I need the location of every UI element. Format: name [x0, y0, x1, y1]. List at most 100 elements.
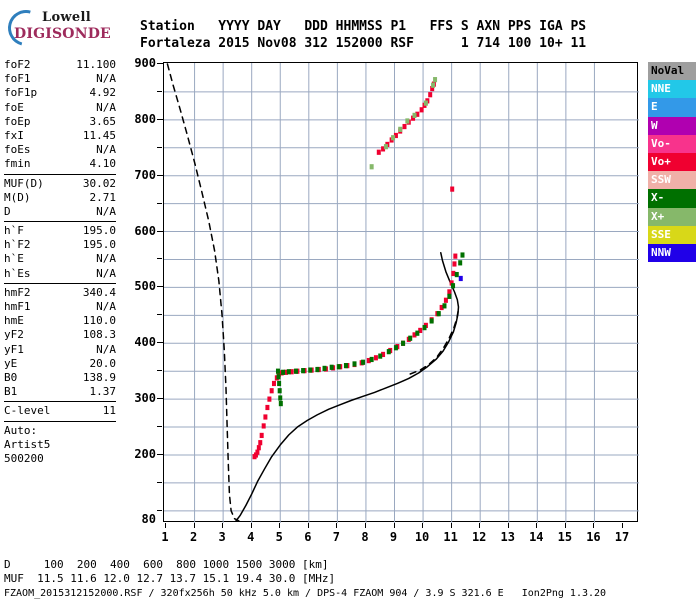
y-tick-mark — [157, 63, 164, 64]
param-row: M(D) 2.71 — [4, 191, 116, 205]
x-tick-mark — [622, 523, 623, 528]
y-tick-mark — [157, 258, 162, 260]
param-value: 110.0 — [82, 314, 116, 328]
legend-item-sse[interactable]: SSE — [648, 225, 696, 244]
x-tick-mark — [222, 523, 224, 528]
param-key: B1 — [4, 385, 18, 399]
param-row: foF1 N/A — [4, 72, 116, 86]
param-key: h`F — [4, 224, 24, 238]
x-tick-label: 16 — [586, 530, 601, 544]
y-tick-label: 600 — [134, 223, 156, 238]
station-header-values: Fortaleza 2015 Nov08 312 152000 RSF 1 71… — [140, 36, 587, 51]
param-row: MUF(D) 30.02 — [4, 177, 116, 191]
param-key: C-level — [4, 404, 51, 418]
param-divider — [4, 221, 116, 223]
y-tick-mark — [157, 426, 162, 428]
y-tick-mark — [157, 118, 164, 120]
x-tick-label: 11 — [443, 530, 458, 544]
param-value: N/A — [96, 252, 116, 266]
legend-item-nne[interactable]: NNE — [648, 80, 696, 99]
param-value: 2.71 — [89, 190, 117, 204]
param-value: 11 — [102, 404, 116, 418]
curve-e-region-extension-dashed-black- — [166, 63, 240, 522]
x-tick-mark — [193, 523, 195, 528]
param-value: N/A — [96, 266, 116, 280]
y-tick-mark — [157, 90, 162, 92]
ionogram-plot[interactable] — [163, 62, 639, 523]
auto-line: 500200 — [4, 451, 44, 465]
series-x-trace-x- — [275, 252, 465, 407]
legend-item-x-[interactable]: X- — [648, 189, 696, 208]
param-row: yE 20.0 — [4, 357, 116, 371]
param-row: yF2 108.3 — [4, 328, 116, 342]
param-row: yF1 N/A — [4, 343, 116, 357]
param-value: 4.92 — [89, 86, 117, 100]
y-tick-mark — [157, 453, 164, 455]
y-tick-label: 900 — [134, 56, 156, 70]
param-key: fxI — [4, 128, 24, 142]
x-tick-mark — [250, 523, 252, 528]
param-divider — [4, 401, 116, 403]
param-row: foF1p 4.92 — [4, 86, 116, 100]
legend-item-noval[interactable]: NoVal — [648, 62, 696, 81]
param-key: hmF1 — [4, 300, 31, 313]
logo-lowell-text: Lowell — [42, 10, 91, 25]
y-tick-label: 700 — [134, 167, 156, 182]
param-row: hmF1 N/A — [4, 300, 116, 314]
param-row: h`F 195.0 — [4, 224, 116, 238]
footer-block: D 100 200 400 600 800 1000 1500 3000 [km… — [4, 558, 606, 601]
y-tick-label: 800 — [134, 111, 156, 126]
legend-item-ssw[interactable]: SSW — [648, 171, 696, 190]
y-tick-mark — [157, 146, 162, 148]
param-row: hmF2 340.4 — [4, 286, 116, 300]
x-tick-label: 12 — [471, 530, 487, 544]
x-tick-label: 3 — [218, 530, 226, 544]
param-value: 20.0 — [89, 356, 117, 370]
x-tick-label: 15 — [557, 530, 573, 544]
param-value: N/A — [96, 342, 116, 356]
station-header: Station YYYY DAY DDD HHMMSS P1 FFS S AXN… — [140, 18, 586, 52]
param-key: foF1p — [4, 86, 38, 100]
legend-item-nnw[interactable]: NNW — [648, 243, 696, 263]
param-value: 195.0 — [82, 224, 116, 238]
footer-muf-row: MUF 11.5 11.6 12.0 12.7 13.7 15.1 19.4 3… — [4, 572, 336, 585]
legend-item-w[interactable]: W — [648, 116, 696, 135]
x-tick-label: 2 — [189, 530, 198, 544]
x-tick-mark — [564, 523, 566, 528]
y-tick-mark — [157, 202, 162, 204]
param-key: fmin — [4, 157, 31, 171]
param-key: h`Es — [4, 266, 31, 280]
x-tick-mark — [422, 523, 424, 528]
legend-item-vo-[interactable]: Vo- — [648, 134, 696, 153]
param-value: 4.10 — [89, 157, 117, 171]
param-value: 3.65 — [89, 114, 117, 128]
param-key: B0 — [4, 370, 18, 384]
param-key: yF2 — [4, 328, 24, 342]
x-tick-label: 1 — [161, 530, 169, 544]
x-tick-mark — [593, 523, 595, 528]
x-tick-mark — [336, 523, 338, 528]
x-tick-label: 10 — [414, 530, 430, 544]
param-row: C-level 11 — [4, 404, 116, 418]
legend-item-vo-[interactable]: Vo+ — [648, 152, 696, 172]
legend-item-e[interactable]: E — [648, 98, 696, 117]
param-key: h`F2 — [4, 238, 31, 252]
param-row: B1 1.37 — [4, 385, 116, 399]
param-row: h`E N/A — [4, 252, 116, 266]
x-tick-mark — [307, 523, 309, 528]
param-key: D — [4, 204, 11, 218]
y-tick-mark — [157, 481, 162, 483]
series-o-trace-vo- — [252, 253, 458, 460]
param-key: MUF(D) — [4, 176, 44, 190]
param-row: h`F2 195.0 — [4, 238, 116, 252]
param-row: fxI 11.45 — [4, 129, 116, 143]
param-key: yF1 — [4, 342, 24, 356]
param-row: h`Es N/A — [4, 267, 116, 281]
x-tick-label: 13 — [500, 530, 515, 544]
y-tick-mark — [157, 314, 162, 316]
param-value: 340.4 — [82, 285, 116, 299]
legend-item-x-[interactable]: X+ — [648, 207, 696, 226]
station-header-columns: Station YYYY DAY DDD HHMMSS P1 FFS S AXN… — [140, 19, 587, 34]
param-value: 30.02 — [82, 176, 116, 190]
param-key: yE — [4, 356, 18, 370]
